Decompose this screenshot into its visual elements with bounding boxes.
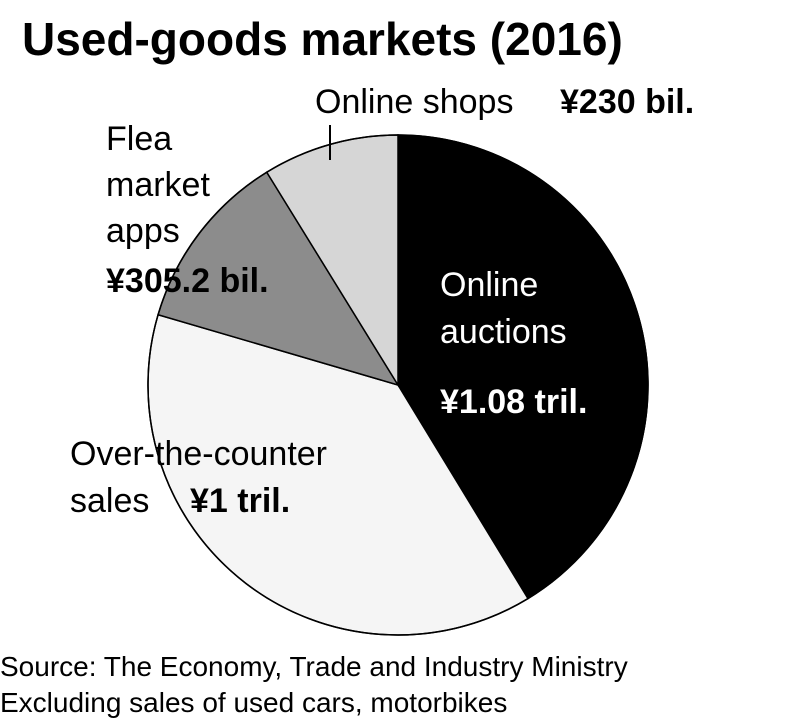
slice-label-over-the-counter: Over-the-counter — [70, 435, 327, 473]
slice-label-flea-market-apps-line3: apps — [106, 212, 180, 250]
slice-value-over-the-counter: ¥1 tril. — [190, 482, 290, 520]
pie-outline — [147, 134, 649, 636]
slice-label-flea-market-apps-line2: market — [106, 166, 210, 204]
footnote-source: Source: The Economy, Trade and Industry … — [0, 651, 628, 682]
footnote-exclusion: Excluding sales of used cars, motorbikes — [0, 687, 507, 718]
slice-value-online-shops: ¥230 bil. — [560, 83, 694, 121]
slice-label-online-auctions-line2: auctions — [440, 313, 567, 351]
slice-value-flea-market-apps: ¥305.2 bil. — [106, 262, 269, 300]
slice-label-online-auctions: Online — [440, 266, 538, 304]
chart-title: Used-goods markets (2016) — [22, 13, 623, 65]
slice-label-over-the-counter-line2: sales — [70, 482, 149, 520]
slice-label-flea-market-apps: Flea — [106, 120, 172, 158]
pie-slices — [147, 134, 649, 636]
slice-value-online-auctions: ¥1.08 tril. — [440, 383, 587, 421]
slice-label-online-shops: Online shops — [315, 83, 513, 121]
